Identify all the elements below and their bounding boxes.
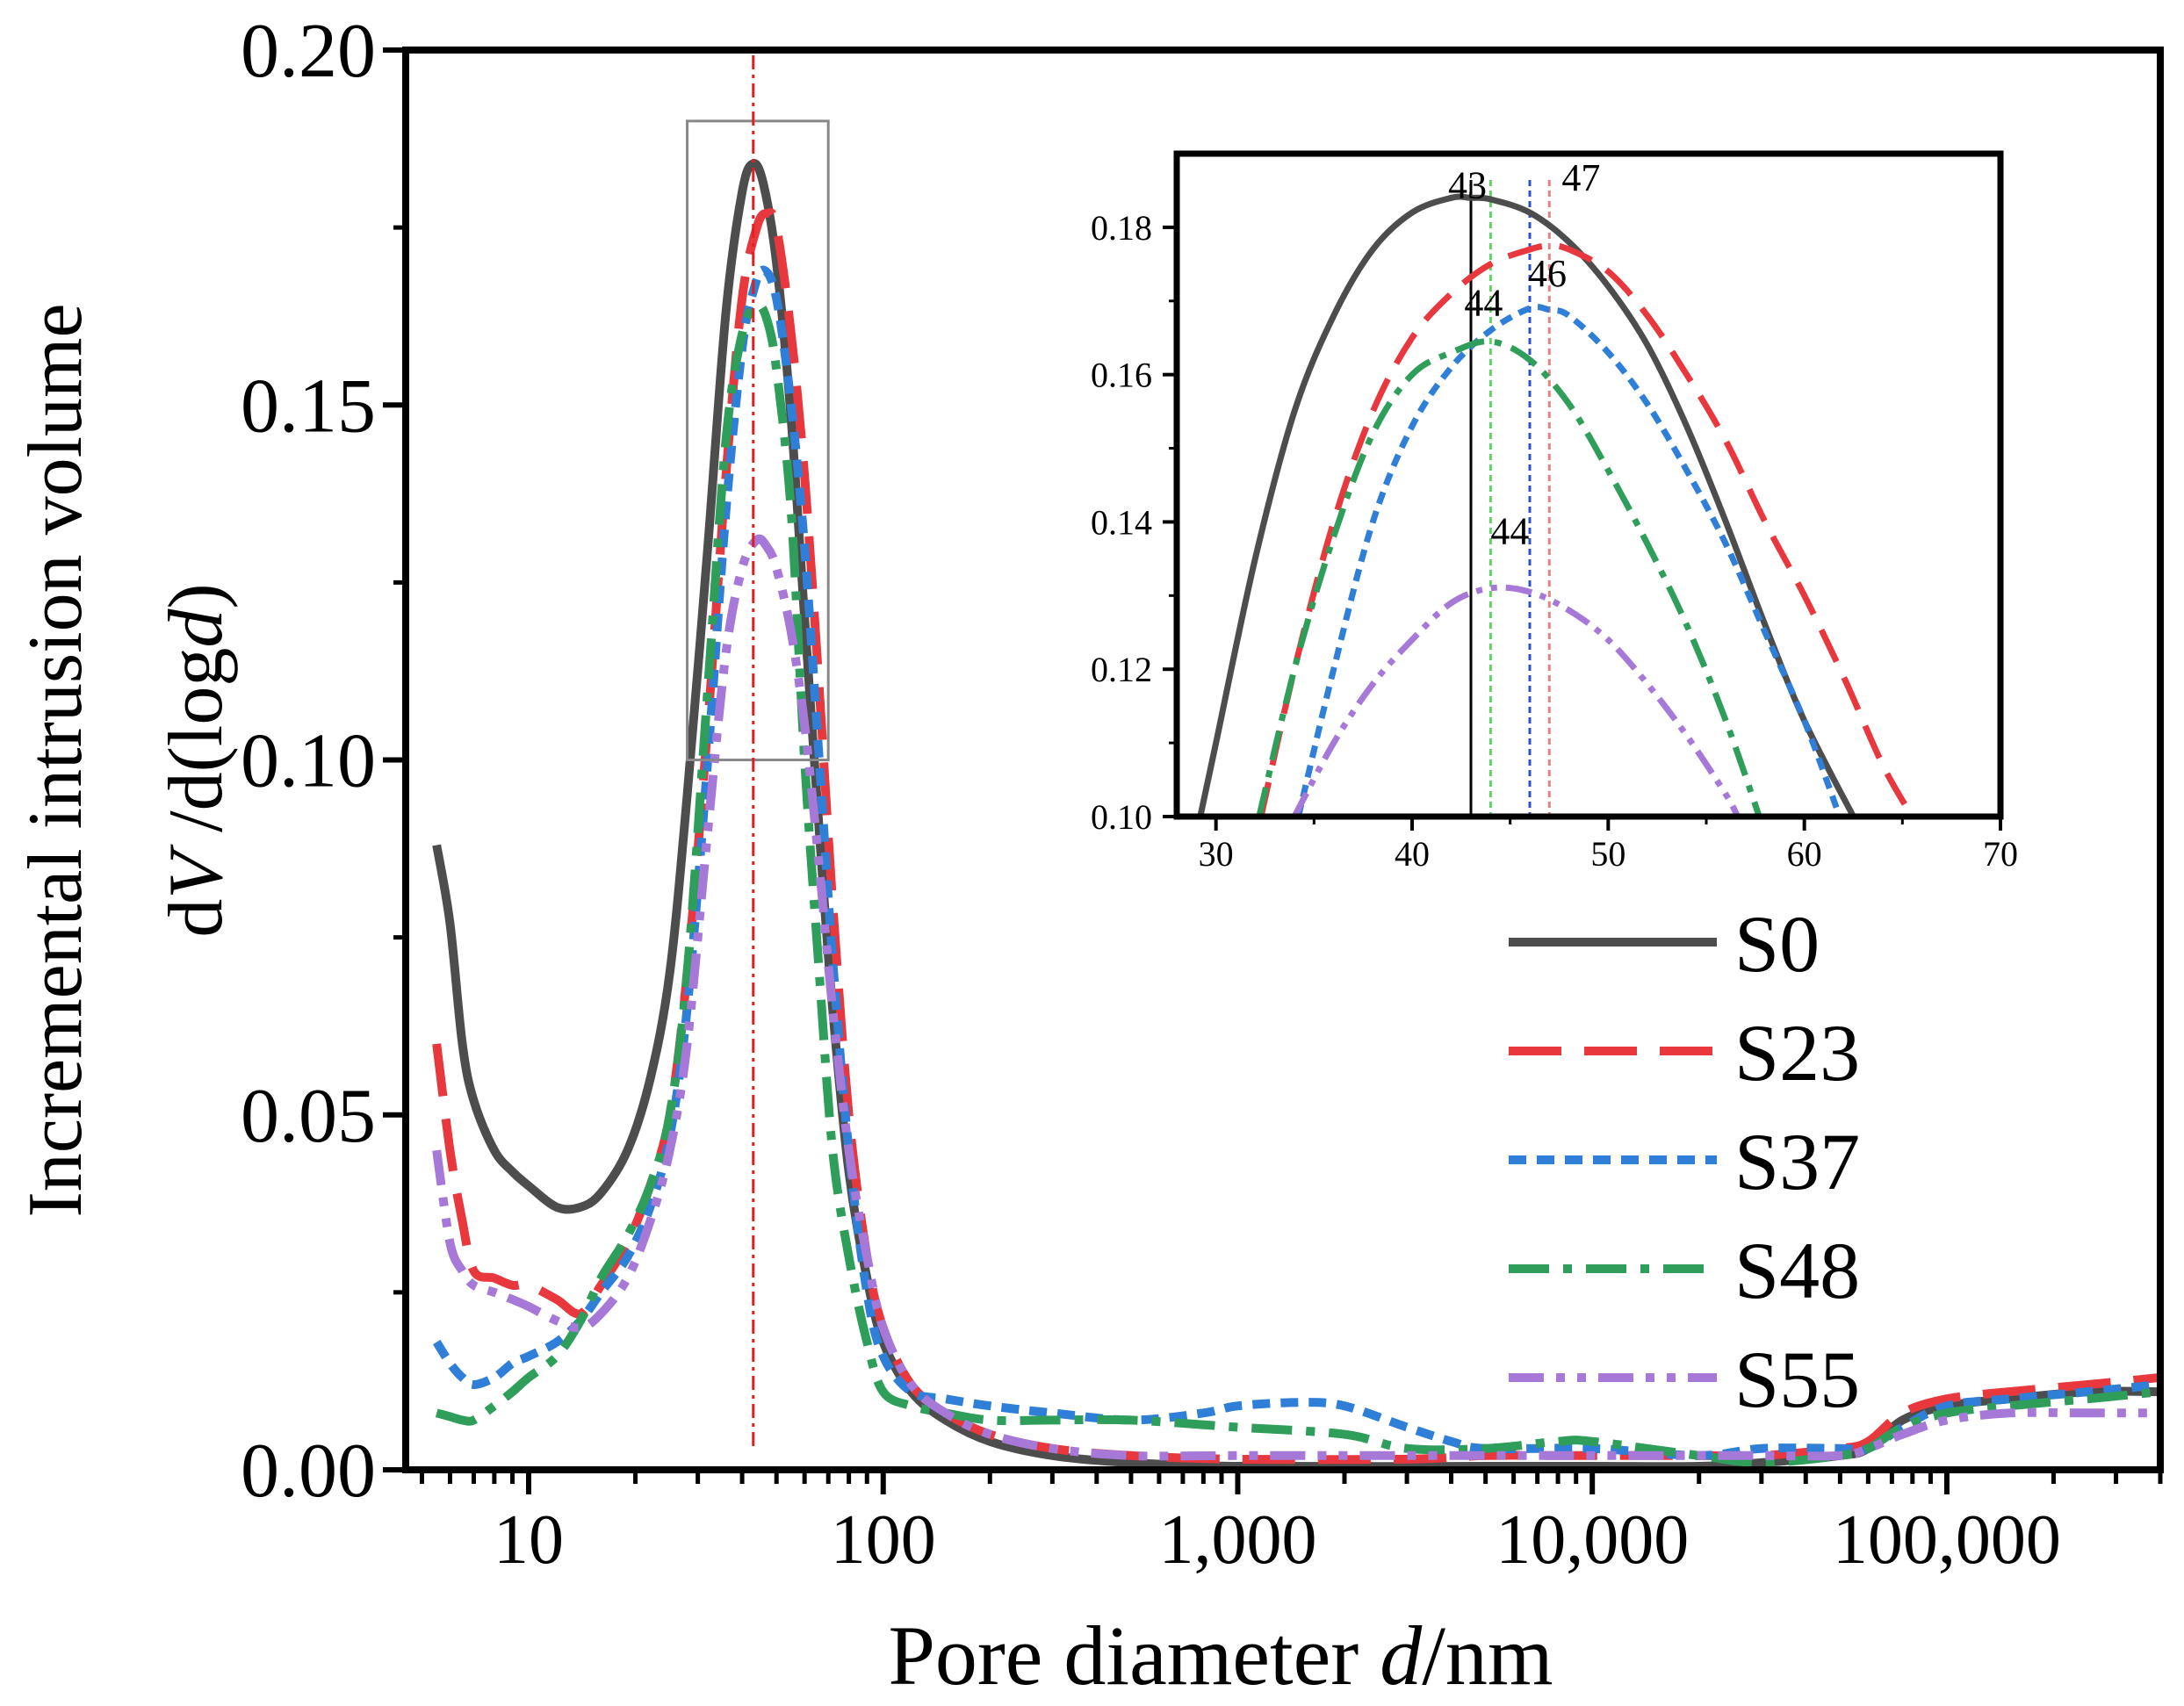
inset-y-tick-label: 0.12 [1091, 650, 1152, 689]
legend-label-s23: S23 [1734, 1008, 1860, 1098]
y-tick-label: 0.05 [241, 1074, 376, 1159]
y-tick-label: 0.15 [241, 364, 376, 449]
inset-x-tick-label: 70 [1983, 834, 2018, 874]
inset-axis-ticks: 0.10 0.12 0.14 0.16 0.18 30 40 50 60 70 [1091, 208, 2018, 874]
inset-peak-markers [1469, 180, 1551, 817]
legend-label-s0: S0 [1734, 899, 1820, 989]
y-tick-label: 0.00 [241, 1429, 376, 1514]
main-annotations-group [686, 55, 830, 1447]
inset-x-tick-label: 60 [1787, 834, 1822, 874]
x-tick-label: 100,000 [1833, 1501, 2061, 1579]
inset-peak-label-s23: 47 [1561, 156, 1600, 199]
inset-series-line-s0 [1197, 193, 1856, 817]
inset-y-tick-label: 0.14 [1091, 502, 1152, 542]
x-tick-label: 10 [494, 1501, 564, 1579]
inset-y-tick-label: 0.16 [1091, 356, 1152, 395]
inset-y-tick-label: 0.10 [1091, 797, 1152, 837]
inset-peak-label-s48: 44 [1464, 282, 1503, 325]
y-tick-label: 0.20 [241, 9, 376, 94]
inset-y-tick-label: 0.18 [1091, 208, 1152, 248]
y-axis-title-line2-wrap: dV /d(logd) [154, 583, 239, 937]
x-tick-label: 10,000 [1496, 1501, 1689, 1579]
y-axis-title-line1: Incremental intrusion volume [13, 303, 98, 1217]
inset-plot-frame [1173, 150, 2004, 820]
inset-plot-area: 43 47 46 44 44 0.10 0.12 0.14 0.16 0.18 30 40 50 60 7… [1091, 150, 2018, 874]
y-axis-title-line2: dV /d(logd) [154, 583, 239, 937]
main-axis-ticks: 0.00 0.05 0.10 0.15 0.20 10 100 1,000 10,000 100,… [241, 9, 2163, 1579]
inset-background [1177, 154, 2000, 817]
inset-x-tick-label: 40 [1395, 834, 1430, 874]
legend-label-s37: S37 [1734, 1117, 1860, 1206]
inset-peak-label-s0: 43 [1448, 163, 1487, 206]
y-axis-title-line1-wrap: Incremental intrusion volume [13, 303, 98, 1217]
inset-x-tick-label: 50 [1590, 834, 1625, 874]
inset-x-tick-label: 30 [1199, 834, 1234, 874]
y-tick-label: 0.10 [241, 719, 376, 804]
x-tick-label: 1,000 [1158, 1501, 1316, 1579]
inset-peak-label-s55: 44 [1490, 510, 1529, 553]
main-plot-area: 0.00 0.05 0.10 0.15 0.20 10 100 1,000 10,000 100,… [241, 9, 2164, 1579]
x-tick-label: 100 [831, 1501, 936, 1579]
legend-label-s55: S55 [1734, 1335, 1860, 1424]
inset-series-line-s48 [1256, 338, 1762, 817]
legend: S0 S23 S37 S48 S55 [1509, 899, 1860, 1424]
inset-series-group [1197, 193, 1915, 817]
zoom-region-box [686, 119, 830, 762]
x-axis-title: Pore diameter d/nm [888, 1609, 1553, 1702]
inset-series-line-s55 [1291, 584, 1741, 817]
series-line-s48 [435, 300, 2160, 1467]
inset-series-line-s23 [1258, 242, 1915, 817]
inset-peak-labels: 43 47 46 44 44 [1448, 156, 1600, 553]
inset-peak-label-s37: 46 [1528, 252, 1567, 295]
legend-label-s48: S48 [1734, 1226, 1860, 1315]
